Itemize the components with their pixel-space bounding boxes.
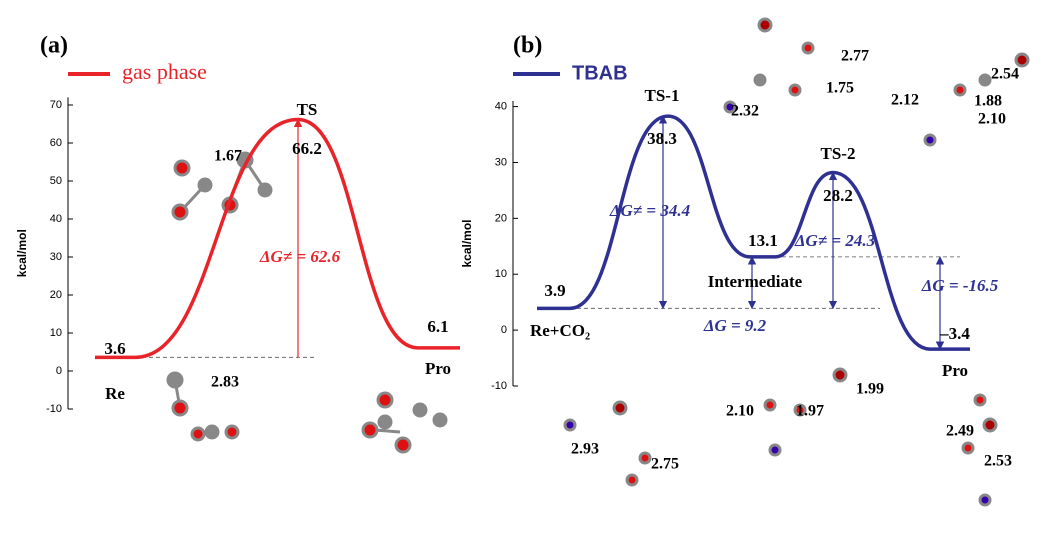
- y-tick-label: 20: [50, 289, 62, 301]
- y-tick-label: 20: [495, 212, 507, 224]
- legend-label: TBAB: [572, 62, 628, 84]
- y-tick-label: 40: [495, 100, 507, 112]
- distance-label: 1.75: [826, 80, 854, 97]
- page: (a) -10 0 10 20 30 40 50 60 70 kcal/mol gas phase Re…: [0, 0, 1043, 534]
- y-axis-label: kcal/mol: [15, 229, 29, 277]
- data-label: 3.9: [544, 281, 565, 300]
- energy-curve: [95, 119, 460, 357]
- distance-label: 1.97: [796, 403, 824, 420]
- y-tick-label: 10: [50, 327, 62, 339]
- y-tick-label: 30: [495, 156, 507, 168]
- category-label: TS-2: [821, 144, 856, 163]
- panel-title: (b): [513, 33, 542, 59]
- data-label: –3.4: [939, 324, 970, 343]
- category-label: Pro: [942, 361, 968, 380]
- y-tick-label: 10: [495, 268, 507, 280]
- panel-title: (a): [40, 33, 68, 59]
- y-tick-label: 60: [50, 137, 62, 149]
- y-tick-label: -10: [491, 380, 507, 392]
- data-label: 28.2: [823, 186, 853, 205]
- category-label: TS: [297, 100, 318, 119]
- data-label: 13.1: [748, 231, 778, 250]
- distance-label: 2.77: [841, 48, 869, 65]
- distance-label: 2.10: [978, 111, 1006, 128]
- y-tick-label: 0: [56, 365, 62, 377]
- y-tick-label: 0: [501, 324, 507, 336]
- y-tick-label: 30: [50, 251, 62, 263]
- distance-label: 2.93: [571, 441, 599, 458]
- category-label: Re: [105, 384, 125, 403]
- data-label: 6.1: [427, 317, 448, 336]
- data-label: 38.3: [647, 129, 677, 148]
- distance-label: 2.10: [726, 403, 754, 420]
- category-label: TS-1: [645, 86, 680, 105]
- distance-label: 2.32: [731, 103, 759, 120]
- distance-label: 2.54: [991, 66, 1019, 83]
- delta-g-label: ΔG = 9.2: [703, 316, 767, 335]
- legend-label: gas phase: [122, 59, 207, 84]
- y-tick-label: -10: [46, 403, 62, 415]
- delta-g-label: ΔG = -16.5: [921, 276, 999, 295]
- distance-label: 1.67: [214, 148, 242, 165]
- distance-label: 2.12: [891, 92, 919, 109]
- figure: (a) -10 0 10 20 30 40 50 60 70 kcal/mol gas phase Re…: [0, 0, 1043, 534]
- distance-label: 2.83: [211, 374, 239, 391]
- distance-label: 2.53: [984, 453, 1012, 470]
- y-axis-label: kcal/mol: [460, 219, 474, 267]
- delta-g-label: ΔG≠ = 62.6: [259, 247, 341, 266]
- delta-g-label: ΔG≠ = 24.3: [794, 231, 876, 250]
- category-label: Pro: [425, 359, 451, 378]
- delta-g-label: ΔG≠ = 34.4: [609, 201, 690, 220]
- category-label: Intermediate: [708, 272, 803, 291]
- distance-label: 1.88: [974, 93, 1002, 110]
- data-label: 66.2: [292, 139, 322, 158]
- data-label: 3.6: [104, 339, 125, 358]
- distance-label: 1.99: [856, 381, 884, 398]
- y-tick-label: 70: [50, 99, 62, 111]
- distance-label: 2.75: [651, 456, 679, 473]
- y-tick-label: 50: [50, 175, 62, 187]
- distance-label: 2.49: [946, 423, 974, 440]
- y-tick-label: 40: [50, 213, 62, 225]
- category-label: Re+CO₂: [530, 321, 590, 340]
